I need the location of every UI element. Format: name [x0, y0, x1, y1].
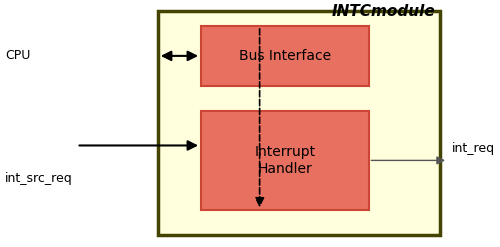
Text: Bus Interface: Bus Interface: [238, 49, 331, 63]
Text: INTCmodule: INTCmodule: [332, 4, 436, 19]
Bar: [201, 26, 368, 86]
Bar: [201, 111, 368, 210]
Text: Interrupt
Handler: Interrupt Handler: [254, 145, 316, 176]
Text: int_src_req: int_src_req: [5, 172, 72, 185]
Bar: [158, 11, 440, 235]
Text: int_req: int_req: [452, 142, 495, 155]
Text: CPU: CPU: [5, 49, 30, 62]
